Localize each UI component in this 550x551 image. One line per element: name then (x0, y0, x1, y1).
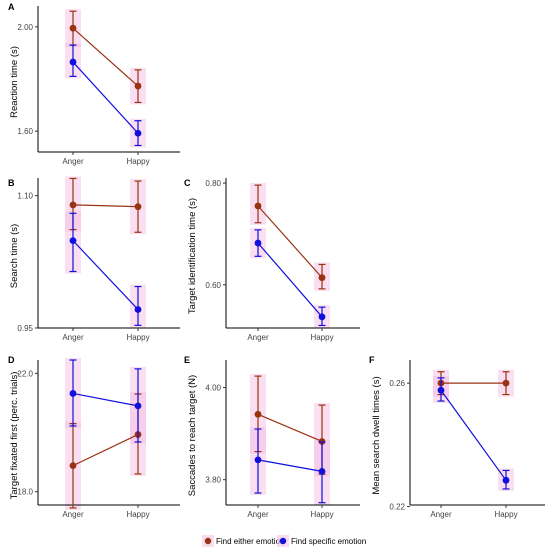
data-point (254, 410, 262, 418)
data-point (69, 201, 77, 209)
panel-b: 0.95 1.10 Anger Happy B Search time (s) (8, 176, 180, 342)
series-specific (254, 229, 326, 327)
legend-key-marker (204, 537, 212, 545)
y-tick-label: 1.60 (17, 127, 33, 136)
y-axis-title: Search time (s) (9, 224, 20, 288)
series-line (72, 392, 139, 407)
y-tick-label: 0.26 (389, 379, 405, 388)
legend: Find either emotion Find specific emotion (202, 535, 366, 547)
panel-a: 1.60 2.00 Anger Happy A Reaction time (s) (8, 2, 180, 166)
y-tick-label: 0.80 (205, 179, 221, 188)
series-line (72, 434, 139, 467)
y-tick-label: 4.00 (205, 384, 221, 393)
y-tick-label: 2.00 (17, 23, 33, 32)
legend-label: Find specific emotion (291, 537, 366, 546)
data-point (437, 386, 445, 394)
panel-d: 18.0 22.0 Anger Happy D Target fixated first … (8, 355, 180, 519)
series-line (72, 240, 139, 310)
y-axis-title: Mean search dwell times (s) (371, 376, 382, 494)
x-tick-label: Anger (247, 510, 269, 519)
data-point (254, 456, 262, 464)
y-tick-label: 0.60 (205, 281, 221, 290)
data-point (69, 24, 77, 32)
series-line (257, 459, 323, 472)
series-line (257, 413, 323, 443)
data-point (134, 402, 142, 410)
data-point (69, 237, 77, 245)
y-tick-label: 18.0 (17, 488, 33, 497)
series-specific (69, 359, 142, 443)
series-line (72, 204, 139, 208)
data-point (69, 462, 77, 470)
y-axis-title: Reaction time (s) (9, 46, 20, 118)
series-line (257, 205, 323, 279)
panel-letter: C (184, 178, 191, 188)
x-tick-label: Happy (126, 333, 149, 342)
series-line (72, 27, 139, 87)
y-tick-label: 3.80 (205, 476, 221, 485)
series-line (72, 61, 139, 134)
y-tick-label: 0.22 (389, 503, 405, 512)
data-point (502, 476, 510, 484)
data-point (134, 82, 142, 90)
series-specific (69, 212, 142, 326)
x-tick-label: Anger (247, 333, 269, 342)
x-tick-label: Anger (430, 510, 452, 519)
data-point (134, 129, 142, 137)
series-line (257, 242, 323, 318)
data-point (69, 390, 77, 397)
series-line (440, 389, 507, 481)
legend-key-marker (279, 537, 287, 545)
data-point (318, 467, 326, 475)
panel-letter: F (369, 355, 375, 365)
series-either (437, 371, 510, 396)
panel-letter: B (8, 178, 15, 188)
legend-label: Find either emotion (216, 537, 284, 546)
x-tick-label: Anger (62, 510, 84, 519)
data-point (134, 203, 142, 211)
x-tick-label: Happy (494, 510, 517, 519)
x-tick-label: Happy (310, 333, 333, 342)
legend-item-either: Find either emotion (202, 535, 284, 547)
series-specific (69, 44, 142, 147)
series-specific (437, 377, 510, 490)
x-tick-label: Happy (126, 510, 149, 519)
x-tick-label: Anger (62, 333, 84, 342)
x-tick-label: Anger (62, 157, 84, 166)
legend-item-specific: Find specific emotion (277, 535, 366, 547)
data-point (318, 274, 326, 282)
panel-c: 0.60 0.80 Anger Happy C Target identification… (184, 178, 360, 342)
panel-e: 3.80 4.00 Anger Happy E Saccades to reach tar… (184, 355, 360, 519)
panel-letter: A (8, 2, 15, 12)
x-tick-label: Happy (310, 510, 333, 519)
data-point (318, 313, 326, 321)
series-either (254, 184, 326, 290)
panel-letter: E (184, 355, 190, 365)
data-point (134, 306, 142, 313)
data-point (502, 379, 510, 387)
panel-f: 0.22 0.26 Anger Happy F Mean search dwell tim… (369, 355, 545, 519)
y-axis-title: Target fixated first (perc. trials) (9, 372, 20, 500)
data-point (254, 239, 262, 247)
series-specific (254, 428, 326, 504)
y-tick-label: 1.10 (17, 192, 33, 201)
y-tick-label: 22.0 (17, 369, 33, 378)
series-either (69, 10, 142, 104)
y-tick-label: 0.95 (17, 324, 33, 333)
y-axis-title: Saccades to reach target (N) (187, 375, 198, 496)
panel-letter: D (8, 355, 15, 365)
data-point (254, 202, 262, 210)
data-point (69, 58, 77, 66)
x-tick-label: Happy (126, 157, 149, 166)
y-axis-title: Target identification time (s) (187, 198, 198, 314)
